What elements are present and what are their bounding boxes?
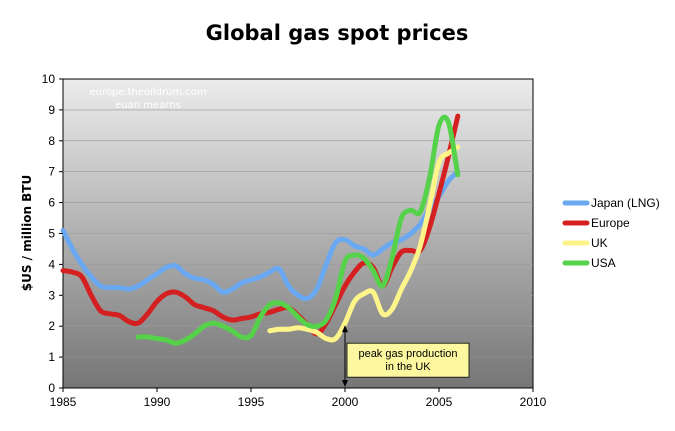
legend-label-uk: UK: [591, 236, 608, 250]
y-tick-label: 2: [48, 319, 55, 333]
legend-label-usa: USA: [591, 256, 616, 270]
annotation-line-1: peak gas production: [358, 348, 457, 360]
annotation-box: [346, 342, 470, 378]
x-axis-ticks: 1985 1990 1995 2000 2005 2010: [50, 388, 547, 409]
y-tick-label: 1: [48, 350, 55, 364]
y-tick-label: 0: [48, 381, 55, 395]
series-line-uk: [267, 144, 461, 343]
annotation-arrowhead-down: [342, 380, 348, 387]
x-tick-label: 1985: [50, 395, 77, 409]
y-tick-label: 3: [48, 288, 55, 302]
series-lines: [60, 113, 461, 346]
x-tick-label: 2010: [520, 395, 547, 409]
series-line-japan-lng: [60, 169, 461, 302]
annotation-line-2: in the UK: [385, 361, 431, 373]
x-tick-label: 2005: [426, 395, 453, 409]
y-tick-label: 10: [42, 72, 56, 86]
annotation: peak gas production in the UK: [342, 325, 470, 387]
y-tick-label: 4: [48, 257, 55, 271]
x-tick-label: 1990: [144, 395, 171, 409]
legend-label-europe: Europe: [591, 216, 630, 230]
watermark: europe.theoildrum.com euan mearns: [89, 87, 206, 111]
y-tick-label: 5: [48, 227, 55, 241]
y-tick-label: 7: [48, 165, 55, 179]
x-tick-label: 2000: [332, 395, 359, 409]
y-tick-label: 9: [48, 103, 55, 117]
legend-label-japan-lng: Japan (LNG): [591, 196, 660, 210]
y-axis-ticks: 0 1 2 3 4 5 6 7 8 9 10: [42, 72, 63, 395]
y-tick-label: 6: [48, 196, 55, 210]
chart-title: Global gas spot prices: [206, 21, 469, 45]
watermark-line-1: europe.theoildrum.com: [89, 87, 206, 98]
y-tick-label: 8: [48, 134, 55, 148]
x-tick-label: 1995: [238, 395, 265, 409]
series-line-usa: [135, 114, 461, 346]
y-axis-title: $US / million BTU: [20, 175, 34, 291]
annotation-arrowhead-up: [342, 325, 348, 333]
legend: Japan (LNG) Europe UK USA: [562, 196, 660, 270]
watermark-line-2: euan mearns: [115, 100, 181, 111]
